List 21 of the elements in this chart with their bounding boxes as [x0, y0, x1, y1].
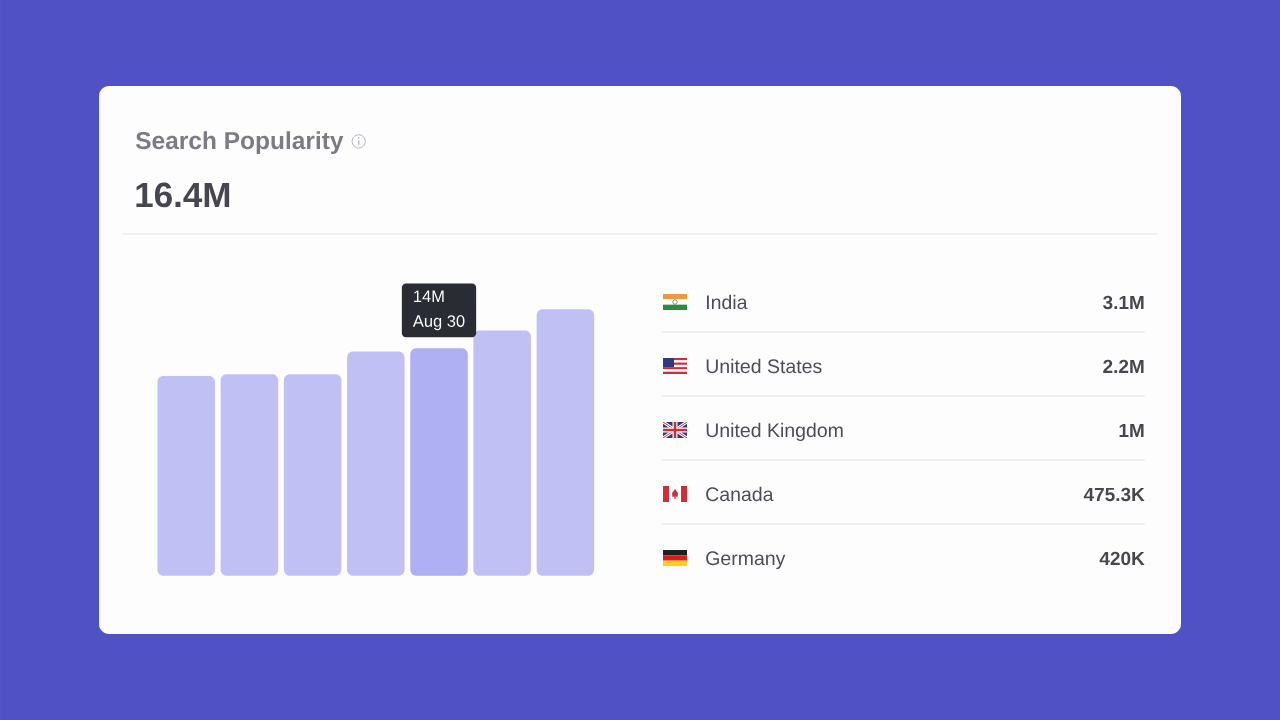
bar	[157, 375, 215, 576]
chart-subtitle: 16.4M	[136, 182, 230, 208]
x-tick-label: Aug 30	[412, 315, 465, 331]
data-label: 14M	[414, 290, 444, 302]
bar	[283, 374, 342, 576]
text: 3.1M	[1103, 295, 1144, 310]
category-label: United States	[706, 358, 822, 374]
bar	[347, 351, 405, 576]
bar	[410, 348, 468, 576]
chart-title: Search Popularity	[135, 131, 344, 155]
bar	[473, 330, 531, 576]
bar	[536, 309, 595, 576]
text: 475.3K	[1083, 487, 1145, 502]
category-label: Germany	[706, 551, 786, 570]
bar	[220, 374, 279, 576]
category-label: Canada	[706, 486, 774, 502]
text: 2.2M	[1103, 359, 1144, 373]
text: 1M	[1119, 423, 1144, 437]
text: 420K	[1099, 551, 1145, 566]
category-label: India	[707, 294, 748, 310]
category-label: United Kingdom	[706, 422, 843, 442]
